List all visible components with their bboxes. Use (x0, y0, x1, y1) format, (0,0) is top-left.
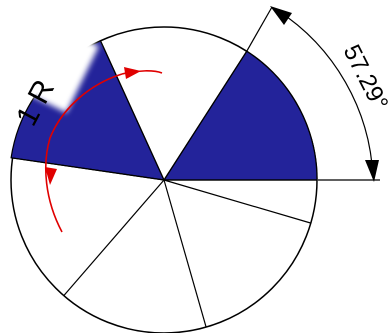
spoke-344deg (163, 179, 311, 224)
radius-label-halo (28, 27, 99, 113)
arc-arrow-shaft (45, 73, 123, 233)
dimension-extension-upper (246, 6, 273, 52)
spoke-57deg (163, 50, 248, 181)
angle-label: 57.29° (338, 40, 392, 114)
spoke-115deg (99, 40, 165, 181)
spoke-286deg (163, 179, 207, 328)
arrowhead-upper-icon (124, 67, 141, 79)
sector-fill-right (162, 50, 318, 181)
spoke-172deg (11, 157, 165, 181)
dimension-arrowhead-top-icon (270, 6, 292, 25)
spoke-229deg (63, 179, 165, 296)
dimension-arrowhead-bottom-icon (365, 160, 379, 182)
arrowhead-lower-icon (45, 167, 57, 185)
sector-spokes (11, 40, 317, 328)
dimension-arc (276, 9, 374, 179)
